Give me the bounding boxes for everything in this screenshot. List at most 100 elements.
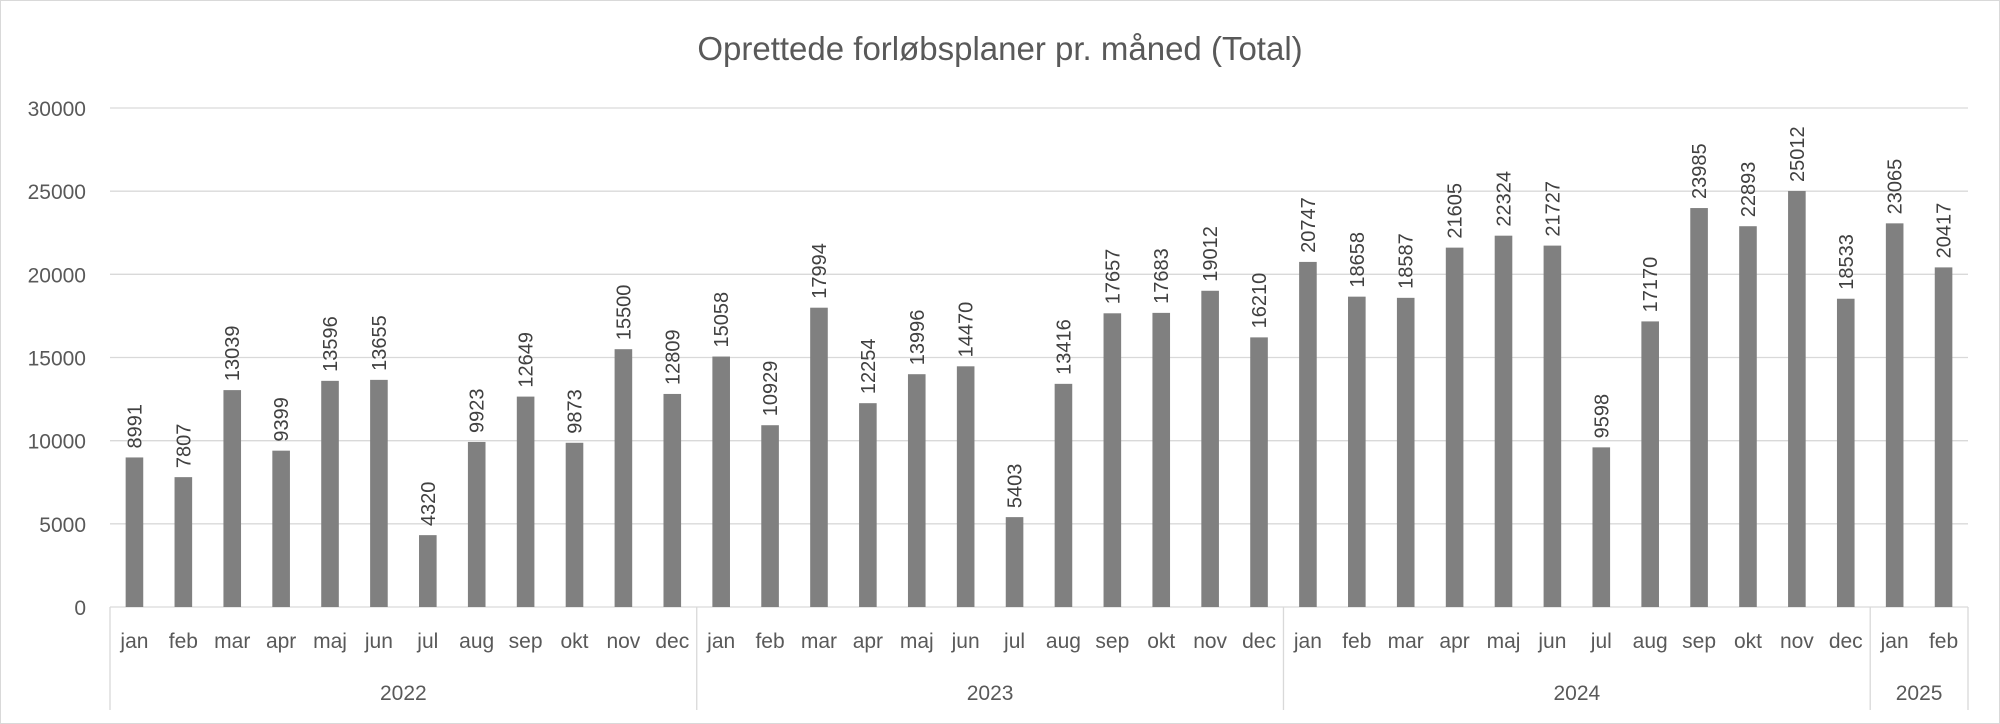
data-label: 4320 <box>418 482 440 527</box>
bar <box>614 349 633 607</box>
data-label: 5403 <box>1005 464 1027 509</box>
data-label: 15500 <box>613 285 635 341</box>
bar <box>761 425 779 607</box>
month-tick-label: maj <box>313 630 347 653</box>
data-label: 12254 <box>858 339 880 395</box>
data-label: 25012 <box>1787 126 1809 182</box>
bar <box>419 535 437 607</box>
month-tick-label: okt <box>1734 630 1762 653</box>
bar <box>1299 261 1317 607</box>
month-tick-label: feb <box>1929 630 1958 653</box>
bar <box>1103 313 1122 607</box>
month-tick-label: mar <box>801 630 837 653</box>
x-axis-ticks: jan feb mar apr maj jun jul aug sep okt nov dec jan f… <box>119 630 1958 653</box>
data-label: 22893 <box>1738 162 1760 218</box>
data-label: 20747 <box>1298 197 1320 253</box>
data-label: 8991 <box>124 404 146 449</box>
month-tick-label: aug <box>1046 630 1081 653</box>
data-label: 22324 <box>1494 171 1516 227</box>
month-tick-label: mar <box>1388 630 1424 653</box>
data-label: 17683 <box>1151 248 1173 304</box>
month-tick-label: maj <box>900 630 934 653</box>
data-labels: 8991 7807 13039 9399 13596 13655 4320 9923 12649… <box>124 126 1955 526</box>
month-tick-label: apr <box>1439 630 1469 653</box>
bar <box>810 307 828 607</box>
year-axis: 2022 2023 2024 2025 <box>109 607 1969 710</box>
data-label: 12809 <box>662 329 684 385</box>
year-label: 2022 <box>380 682 427 705</box>
month-tick-label: jul <box>1003 630 1025 653</box>
month-tick-label: dec <box>1242 630 1276 653</box>
data-label: 10929 <box>760 361 782 417</box>
month-tick-label: okt <box>560 630 588 653</box>
bar <box>663 393 682 607</box>
month-tick-label: okt <box>1147 630 1175 653</box>
month-tick-label: dec <box>1829 630 1863 653</box>
month-tick-label: sep <box>1095 630 1129 653</box>
bar <box>565 442 584 607</box>
month-tick-label: sep <box>509 630 543 653</box>
data-label: 13996 <box>907 310 929 366</box>
bar <box>1396 297 1415 607</box>
month-tick-label: nov <box>1193 630 1227 653</box>
bar <box>907 374 926 607</box>
bar <box>1348 296 1366 607</box>
month-tick-label: aug <box>459 630 494 653</box>
data-label: 18658 <box>1347 232 1369 288</box>
month-tick-label: jan <box>1880 630 1909 653</box>
data-label: 12649 <box>516 332 538 388</box>
bar <box>1788 190 1806 607</box>
bar <box>321 380 339 607</box>
month-tick-label: dec <box>655 630 689 653</box>
bar <box>125 457 144 607</box>
month-tick-label: feb <box>169 630 198 653</box>
month-tick-label: feb <box>755 630 784 653</box>
month-tick-label: nov <box>606 630 640 653</box>
y-tick-label: 20000 <box>28 264 86 287</box>
year-label: 2024 <box>1553 682 1600 705</box>
data-label: 23985 <box>1689 143 1711 199</box>
data-label: 20417 <box>1934 203 1956 259</box>
bar <box>1836 298 1855 607</box>
bar <box>1885 223 1904 607</box>
data-label: 19012 <box>1200 226 1222 282</box>
data-label: 13596 <box>320 316 342 372</box>
data-label: 23065 <box>1885 159 1907 215</box>
y-tick-label: 0 <box>74 597 86 620</box>
data-label: 18587 <box>1396 233 1418 289</box>
bar <box>1934 267 1953 607</box>
data-label: 17170 <box>1640 257 1662 313</box>
month-tick-label: feb <box>1342 630 1371 653</box>
bar <box>1445 247 1464 607</box>
bar <box>712 356 730 607</box>
month-tick-label: apr <box>266 630 296 653</box>
y-tick-label: 10000 <box>28 431 86 454</box>
data-label: 15058 <box>711 292 733 348</box>
month-tick-label: jul <box>416 630 438 653</box>
bar <box>1054 383 1073 607</box>
month-tick-label: jun <box>1537 630 1566 653</box>
bar <box>1739 226 1757 607</box>
data-label: 13039 <box>222 325 244 381</box>
data-label: 7807 <box>173 424 195 469</box>
data-label: 21727 <box>1542 181 1564 237</box>
bar <box>1201 290 1219 607</box>
month-tick-label: nov <box>1780 630 1814 653</box>
chart-title: Oprettede forløbsplaner pr. måned (Total… <box>697 30 1302 67</box>
month-tick-label: apr <box>853 630 883 653</box>
data-label: 16210 <box>1249 273 1271 329</box>
data-label: 14470 <box>956 302 978 358</box>
bar <box>1494 235 1513 607</box>
bar <box>1543 245 1562 608</box>
y-tick-label: 15000 <box>28 348 86 371</box>
data-label: 9923 <box>467 388 489 433</box>
bar <box>1250 337 1268 607</box>
data-label: 17994 <box>809 243 831 299</box>
data-label: 9873 <box>565 389 587 434</box>
bar <box>956 366 975 607</box>
bar <box>1152 312 1171 607</box>
bar <box>516 396 535 607</box>
bar <box>370 379 388 607</box>
bar <box>467 441 486 607</box>
